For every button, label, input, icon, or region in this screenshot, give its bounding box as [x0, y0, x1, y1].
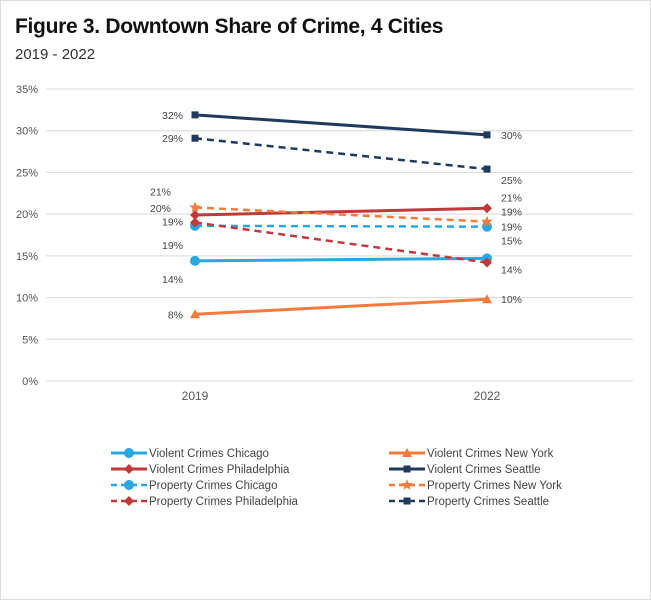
data-label: 8%: [168, 309, 183, 321]
legend-marker: [403, 465, 411, 473]
data-point-marker: [481, 215, 493, 227]
data-label: 25%: [501, 175, 522, 187]
data-label: 19%: [501, 207, 522, 219]
data-label: 21%: [501, 192, 522, 204]
y-tick-label: 10%: [16, 293, 38, 305]
data-point-marker: [482, 257, 492, 268]
legend-marker: [124, 496, 134, 506]
data-point-marker: [483, 165, 491, 173]
data-label: 19%: [162, 240, 183, 252]
data-label: 19%: [501, 222, 522, 234]
data-point-marker: [191, 111, 199, 119]
data-point-marker: [190, 217, 200, 228]
chart-title: Figure 3. Downtown Share of Crime, 4 Cit…: [15, 15, 444, 38]
legend-marker: [403, 497, 411, 505]
data-point-marker: [483, 131, 491, 139]
series-line: [194, 224, 488, 228]
legend-marker: [124, 480, 134, 490]
data-point-marker: [189, 201, 201, 213]
chart-subtitle: 2019 - 2022: [15, 46, 96, 63]
legend-marker: [124, 448, 134, 458]
y-tick-label: 0%: [22, 376, 38, 388]
data-label: 29%: [162, 133, 183, 145]
series-line: [194, 136, 488, 171]
data-label: 14%: [501, 265, 522, 277]
y-tick-label: 35%: [16, 84, 38, 96]
series-line: [194, 206, 488, 217]
data-label: 21%: [150, 186, 171, 198]
x-tick-label: 2022: [474, 389, 501, 403]
legend-marker: [124, 464, 134, 474]
data-label: 32%: [162, 110, 183, 122]
data-label: 30%: [501, 130, 522, 142]
y-tick-label: 30%: [16, 126, 38, 138]
data-point-marker: [190, 309, 200, 319]
data-label: 15%: [501, 235, 522, 247]
data-label: 20%: [150, 203, 171, 215]
legend-label: Property Crimes Seattle: [427, 496, 549, 508]
legend-label: Violent Crimes New York: [427, 448, 554, 460]
legend-label: Property Crimes Philadelphia: [149, 496, 299, 508]
y-tick-label: 20%: [16, 209, 38, 221]
legend-label: Violent Crimes Seattle: [427, 464, 541, 476]
data-label: 19%: [162, 216, 183, 228]
legend-label: Property Crimes Chicago: [149, 480, 277, 492]
data-label: 10%: [501, 294, 522, 306]
data-point-marker: [482, 203, 492, 214]
legend-label: Violent Crimes Chicago: [149, 448, 269, 460]
data-point-marker: [191, 134, 199, 142]
data-label: 14%: [162, 274, 183, 286]
legend-marker: [401, 479, 413, 490]
y-tick-label: 15%: [16, 251, 38, 263]
series-line: [194, 297, 488, 316]
data-point-marker: [190, 209, 200, 220]
y-tick-label: 25%: [16, 167, 38, 179]
legend-label: Violent Crimes Philadelphia: [149, 464, 290, 476]
y-tick-label: 5%: [22, 334, 38, 346]
legend-marker: [402, 448, 412, 457]
series-line: [194, 221, 488, 264]
series-line: [194, 113, 488, 137]
data-point-marker: [482, 294, 492, 304]
legend-label: Property Crimes New York: [427, 480, 562, 492]
series-line: [194, 206, 488, 223]
data-point-marker: [190, 255, 200, 266]
x-tick-label: 2019: [182, 389, 209, 403]
series-line: [194, 256, 488, 263]
